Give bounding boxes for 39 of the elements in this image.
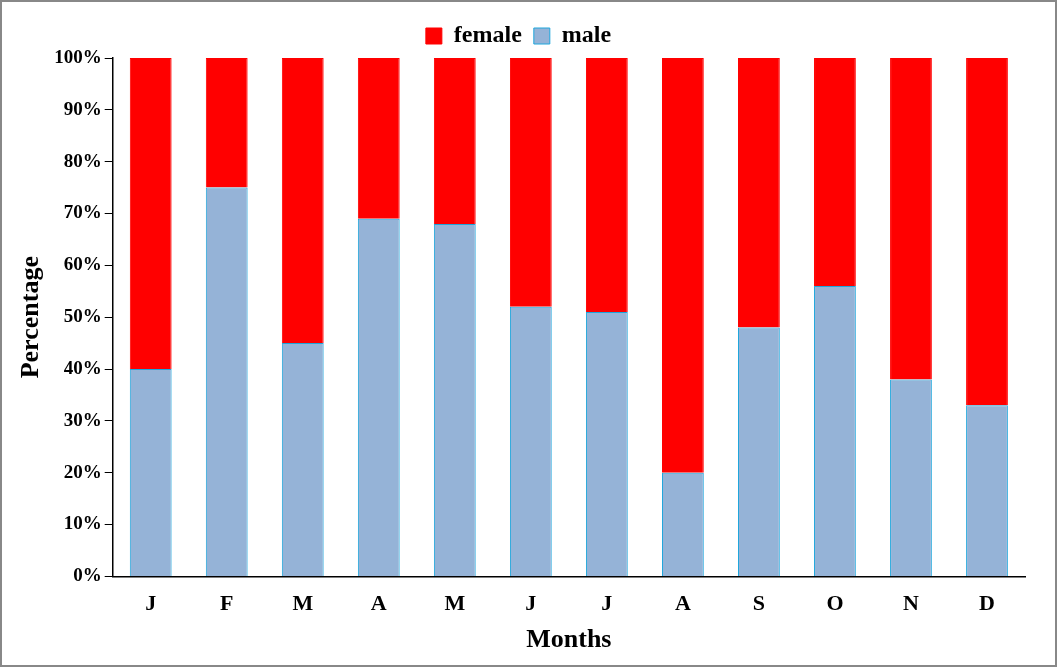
x-tick-label: M (292, 590, 314, 616)
bar (357, 58, 400, 219)
bar (509, 58, 552, 307)
legend-label: female (453, 21, 523, 48)
x-tick-label: N (903, 590, 920, 616)
y-tick-label: 0% (73, 564, 102, 586)
bar (205, 58, 248, 188)
y-tick-label: 30% (63, 408, 102, 430)
x-tick-label: D (979, 590, 995, 616)
x-tick-label: A (674, 590, 691, 616)
bar (585, 58, 628, 313)
x-axis-title: Months (526, 624, 612, 654)
x-tick-label: S (752, 590, 766, 616)
bar (281, 58, 324, 344)
x-tick-label: J (601, 590, 613, 616)
bar (814, 58, 856, 287)
x-tick-label: A (370, 590, 387, 616)
y-tick-label: 80% (63, 149, 102, 171)
x-tick-label: J (525, 590, 537, 616)
y-tick-label: 100% (54, 45, 102, 67)
bar (433, 58, 476, 224)
bar (738, 58, 780, 328)
y-tick-label: 90% (63, 97, 102, 119)
bar (966, 58, 1008, 406)
y-tick-label: 10% (63, 512, 102, 534)
bar (890, 58, 932, 380)
x-tick-label: O (826, 590, 844, 616)
y-tick-label: 70% (63, 201, 102, 223)
y-tick-label: 20% (63, 460, 102, 482)
bar (129, 58, 172, 370)
y-tick-label: 60% (63, 253, 102, 275)
legend-label: male (561, 21, 612, 48)
bar (661, 58, 704, 473)
y-tick-label: 40% (63, 356, 102, 378)
x-tick-label: M (444, 590, 466, 616)
y-axis-title: Percentage (15, 256, 45, 379)
x-tick-label: J (145, 590, 157, 616)
y-tick-label: 50% (63, 305, 102, 327)
x-tick-label: F (220, 590, 234, 616)
